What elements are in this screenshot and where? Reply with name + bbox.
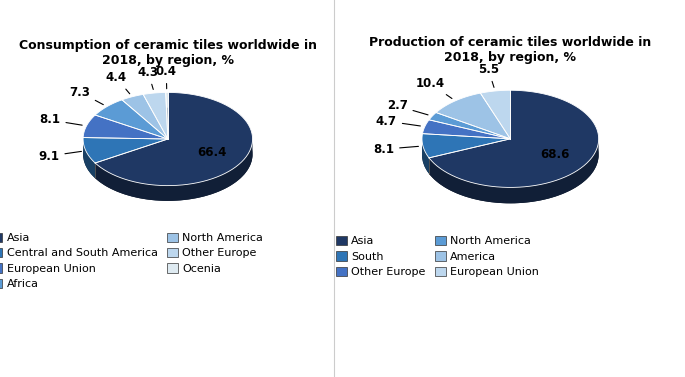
Text: 9.1: 9.1 xyxy=(38,150,82,162)
Polygon shape xyxy=(429,90,599,187)
Polygon shape xyxy=(422,134,510,158)
Text: 0.4: 0.4 xyxy=(155,65,177,89)
Text: 8.1: 8.1 xyxy=(373,143,419,156)
Ellipse shape xyxy=(422,106,599,203)
Polygon shape xyxy=(83,138,168,163)
Polygon shape xyxy=(95,141,253,201)
Polygon shape xyxy=(95,92,253,185)
Polygon shape xyxy=(429,141,599,203)
Text: 7.3: 7.3 xyxy=(69,86,103,105)
Text: 4.3: 4.3 xyxy=(138,66,159,89)
Polygon shape xyxy=(422,139,429,174)
Polygon shape xyxy=(480,90,510,139)
Polygon shape xyxy=(143,92,168,139)
Polygon shape xyxy=(166,92,168,139)
Polygon shape xyxy=(122,95,168,139)
Polygon shape xyxy=(436,93,510,139)
Text: 8.1: 8.1 xyxy=(40,113,82,126)
Polygon shape xyxy=(429,113,510,139)
Polygon shape xyxy=(83,139,95,178)
Polygon shape xyxy=(83,115,168,139)
Legend: Asia, Central and South America, European Union, Africa, North America, Other Eu: Asia, Central and South America, Europea… xyxy=(0,228,267,294)
Text: 5.5: 5.5 xyxy=(477,63,499,87)
Text: 4.7: 4.7 xyxy=(376,115,421,127)
Title: Consumption of ceramic tiles worldwide in
2018, by region, %: Consumption of ceramic tiles worldwide i… xyxy=(18,39,317,67)
Text: 2.7: 2.7 xyxy=(387,100,428,115)
Text: 4.4: 4.4 xyxy=(105,71,129,94)
Polygon shape xyxy=(423,120,510,139)
Title: Production of ceramic tiles worldwide in
2018, by region, %: Production of ceramic tiles worldwide in… xyxy=(369,36,651,64)
Legend: Asia, South, Other Europe, North America, America, European Union: Asia, South, Other Europe, North America… xyxy=(332,231,543,282)
Text: 66.4: 66.4 xyxy=(197,146,227,159)
Ellipse shape xyxy=(83,108,253,201)
Text: 10.4: 10.4 xyxy=(416,77,452,98)
Polygon shape xyxy=(95,100,168,139)
Text: 68.6: 68.6 xyxy=(540,149,569,161)
